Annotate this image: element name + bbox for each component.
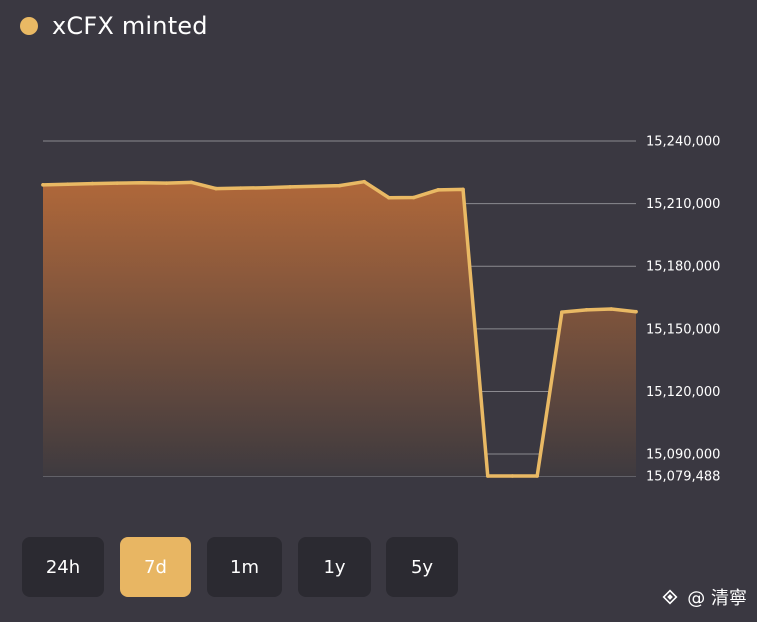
y-tick-label: 15,079,488 — [646, 470, 720, 485]
data-point — [115, 181, 119, 185]
data-point — [164, 181, 169, 185]
data-point — [510, 474, 515, 478]
data-point — [560, 310, 564, 314]
y-tick-label: 15,240,000 — [646, 135, 720, 150]
chart-area-fill — [43, 181, 636, 476]
data-point — [288, 185, 292, 189]
range-button-7d[interactable]: 7d — [120, 537, 191, 597]
data-point — [90, 181, 95, 186]
data-point — [461, 187, 465, 192]
data-point — [140, 180, 144, 185]
watermark-text: @ 清寧 — [687, 588, 747, 609]
data-point — [609, 307, 614, 311]
range-button-1y[interactable]: 1y — [298, 537, 371, 597]
data-point — [65, 182, 70, 187]
data-point — [189, 180, 194, 185]
data-point — [411, 195, 416, 200]
data-point — [535, 474, 539, 478]
data-point — [337, 183, 342, 188]
data-point — [238, 186, 243, 190]
data-point — [634, 309, 638, 314]
y-tick-label: 15,210,000 — [646, 197, 720, 212]
watermark: @ 清寧 — [659, 584, 747, 610]
chart-title: xCFX minted — [52, 12, 208, 40]
data-point — [312, 184, 317, 189]
y-tick-label: 15,090,000 — [646, 448, 720, 463]
y-tick-label: 15,180,000 — [646, 260, 720, 275]
y-tick-label: 15,120,000 — [646, 385, 720, 400]
chart-header: xCFX minted — [20, 10, 208, 42]
data-point — [214, 186, 218, 191]
binance-square-icon — [662, 589, 678, 605]
area-chart: 15,240,000 15,210,000 15,180,000 15,150,000… — [41, 135, 720, 485]
legend-dot-icon — [20, 17, 38, 35]
data-point — [436, 188, 441, 192]
data-point — [263, 185, 268, 190]
data-point — [387, 195, 391, 200]
y-tick-label: 15,150,000 — [646, 322, 720, 337]
range-button-24h[interactable]: 24h — [22, 537, 104, 597]
data-point — [362, 179, 367, 184]
data-point — [41, 183, 45, 187]
range-button-5y[interactable]: 5y — [386, 537, 458, 597]
data-point — [584, 308, 589, 312]
data-point — [485, 474, 490, 478]
range-button-1m[interactable]: 1m — [207, 537, 282, 597]
